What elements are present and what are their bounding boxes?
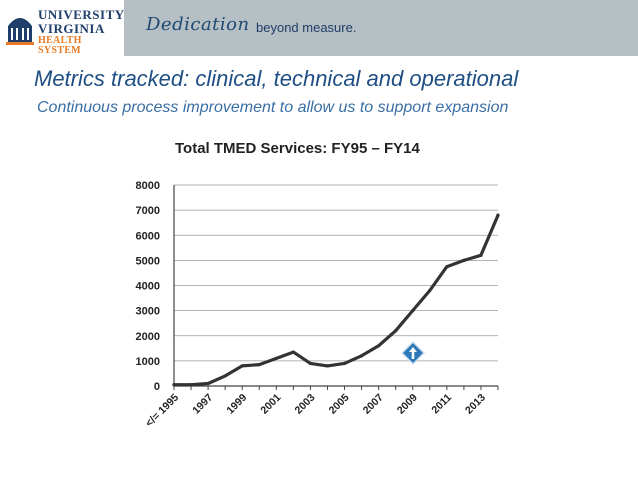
slide-subtitle: Continuous process improvement to allow … bbox=[37, 99, 509, 116]
y-tick-label: 5000 bbox=[136, 255, 160, 267]
logo: UNIVERSITY VIRGINIA HEALTH SYSTEM bbox=[0, 0, 124, 56]
data-point bbox=[496, 213, 500, 217]
line-chart: Total TMED Services: FY95 – FY14 0 1000 20… bbox=[136, 140, 500, 430]
data-point bbox=[240, 364, 244, 368]
x-tick-label: 2011 bbox=[429, 392, 454, 417]
data-point bbox=[206, 381, 210, 386]
x-tick-label: 1997 bbox=[190, 392, 215, 417]
data-point bbox=[342, 361, 347, 365]
x-tick-label: 2005 bbox=[327, 392, 352, 417]
data-point bbox=[411, 309, 415, 313]
x-tick-label: 2001 bbox=[258, 392, 283, 417]
x-tick-label: 2007 bbox=[361, 392, 386, 417]
x-axis-ticks: </= 1995 1997 1999 2001 2003 2005 2007 2009 2011… bbox=[143, 392, 488, 430]
up-arrow-diamond-icon[interactable] bbox=[400, 340, 426, 366]
data-point bbox=[462, 258, 466, 262]
y-tick-label: 8000 bbox=[136, 180, 160, 192]
data-point bbox=[308, 361, 313, 365]
x-tick-label: 2013 bbox=[463, 392, 488, 417]
y-tick-label: 2000 bbox=[136, 331, 160, 343]
tagline-rest: beyond measure. bbox=[256, 20, 357, 35]
y-tick-label: 0 bbox=[154, 381, 160, 393]
x-tick-label: 1999 bbox=[224, 392, 249, 417]
y-tick-label: 4000 bbox=[136, 281, 160, 293]
y-tick-label: 7000 bbox=[136, 205, 160, 217]
rotunda-icon bbox=[6, 18, 34, 45]
chart-title: Total TMED Services: FY95 – FY14 bbox=[175, 140, 420, 157]
y-tick-label: 6000 bbox=[136, 230, 160, 242]
tagline-script: Dedication bbox=[146, 14, 250, 35]
data-point bbox=[428, 288, 432, 293]
x-tick-label: </= 1995 bbox=[143, 392, 181, 430]
data-point bbox=[445, 265, 449, 269]
data-point bbox=[377, 344, 381, 348]
logo-line-1: UNIVERSITY bbox=[38, 7, 125, 22]
x-tick-label: 2003 bbox=[293, 392, 318, 417]
series bbox=[172, 213, 500, 387]
x-tick-label: 2009 bbox=[395, 392, 420, 417]
y-tick-label: 3000 bbox=[136, 306, 160, 318]
data-point bbox=[479, 253, 483, 257]
data-point bbox=[325, 364, 330, 368]
data-point bbox=[359, 354, 364, 358]
slide-title: Metrics tracked: clinical, technical and… bbox=[34, 66, 519, 91]
data-point bbox=[223, 374, 227, 378]
data-point bbox=[189, 383, 193, 387]
logo-line-2: VIRGINIA bbox=[38, 21, 105, 36]
data-point bbox=[274, 356, 278, 360]
series-line bbox=[172, 213, 500, 387]
data-point bbox=[172, 383, 176, 387]
grid bbox=[173, 184, 499, 390]
data-point bbox=[291, 350, 295, 354]
logo-line-3: HEALTH SYSTEM bbox=[38, 35, 82, 56]
data-point bbox=[394, 329, 398, 333]
y-axis-ticks: 0 1000 2000 3000 4000 5000 6000 7000 8000 bbox=[136, 180, 160, 393]
data-point bbox=[257, 363, 261, 367]
badge-arrow bbox=[409, 347, 417, 359]
y-tick-label: 1000 bbox=[136, 356, 160, 368]
